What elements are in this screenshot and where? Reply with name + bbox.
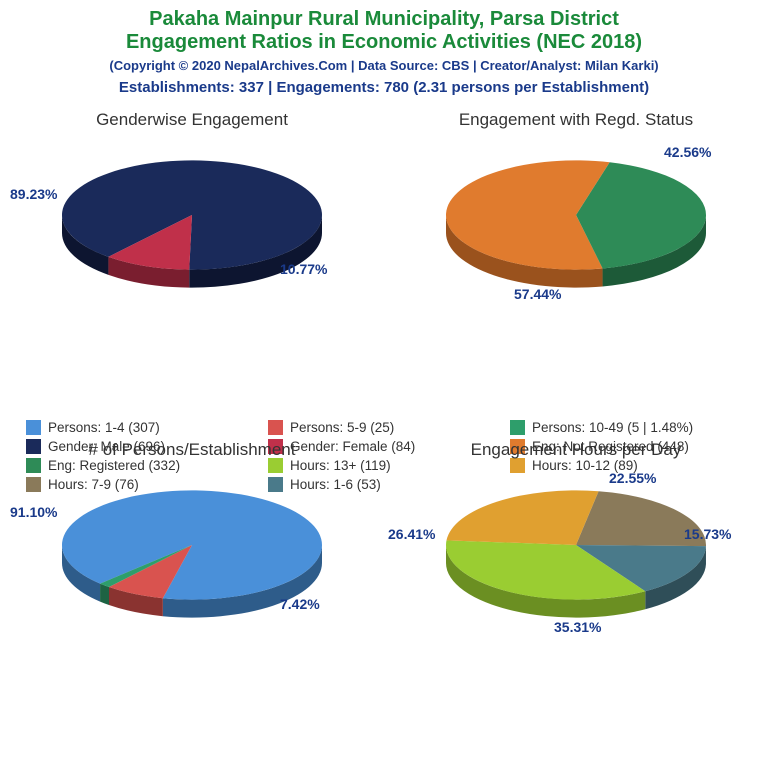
summary-stats: Establishments: 337 | Engagements: 780 (… [0, 79, 768, 96]
chart-regd: Engagement with Regd. Status 42.56% 57.44… [384, 110, 768, 306]
legend-swatch [268, 420, 283, 435]
chart-persons-title: # of Persons/Establishment [0, 440, 384, 460]
pie-gender: 89.23% 10.77% [0, 136, 384, 306]
legend-item: Persons: 10-49 (5 | 1.48%) [510, 420, 742, 435]
chart-gender-title: Genderwise Engagement [0, 110, 384, 130]
legend-item: Persons: 1-4 (307) [26, 420, 258, 435]
chart-hours: Engagement Hours per Day 22.55% 15.73% 35.… [384, 440, 768, 636]
legend-label: Persons: 10-49 (5 | 1.48%) [532, 420, 693, 435]
pie-regd: 42.56% 57.44% [384, 136, 768, 306]
title-line2: Engagement Ratios in Economic Activities… [0, 31, 768, 54]
legend-item: Persons: 5-9 (25) [268, 420, 500, 435]
legend-label: Persons: 1-4 (307) [48, 420, 160, 435]
pct-label: 42.56% [664, 144, 711, 160]
header: Pakaha Mainpur Rural Municipality, Parsa… [0, 0, 768, 96]
pct-label: 35.31% [554, 619, 601, 635]
chart-hours-title: Engagement Hours per Day [384, 440, 768, 460]
pie-persons: 91.10% 7.42% [0, 466, 384, 636]
pct-label: 7.42% [280, 596, 320, 612]
pct-label: 26.41% [388, 526, 435, 542]
chart-persons: # of Persons/Establishment 91.10% 7.42% [0, 440, 384, 636]
pct-label: 89.23% [10, 186, 57, 202]
title-line1: Pakaha Mainpur Rural Municipality, Parsa… [0, 8, 768, 31]
pct-label: 57.44% [514, 286, 561, 302]
legend-label: Persons: 5-9 (25) [290, 420, 394, 435]
chart-gender: Genderwise Engagement 89.23% 10.77% [0, 110, 384, 306]
pct-label: 22.55% [609, 470, 656, 486]
legend-swatch [510, 420, 525, 435]
chart-regd-title: Engagement with Regd. Status [384, 110, 768, 130]
legend-swatch [26, 420, 41, 435]
pct-label: 10.77% [280, 261, 327, 277]
copyright: (Copyright © 2020 NepalArchives.Com | Da… [0, 58, 768, 73]
pct-label: 15.73% [684, 526, 731, 542]
chart-grid: Genderwise Engagement 89.23% 10.77% Engag… [0, 110, 768, 760]
pct-label: 91.10% [10, 504, 57, 520]
pie-hours: 22.55% 15.73% 35.31% 26.41% [384, 466, 768, 636]
